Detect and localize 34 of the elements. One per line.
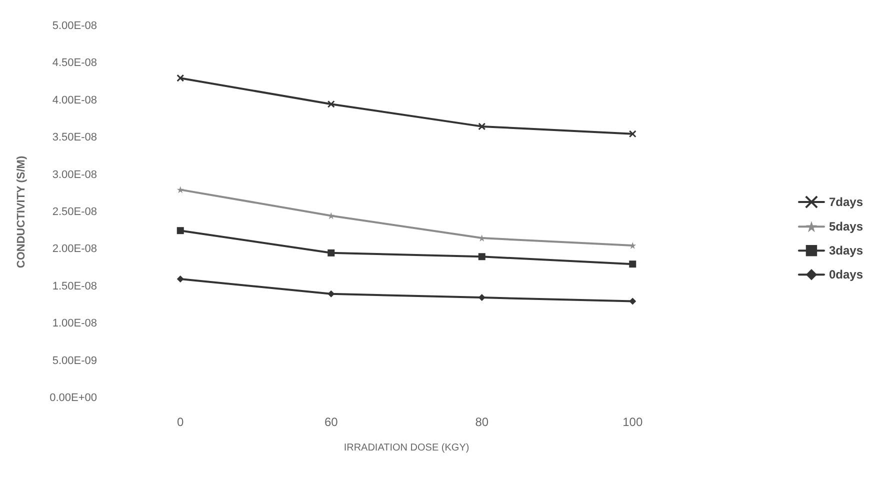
point [629,298,636,305]
y-tick-label: 5.00E-09 [52,354,97,367]
x-tick-label: 60 [324,415,338,429]
y-tick-label: 1.50E-08 [52,280,97,292]
point [176,275,184,282]
point [327,100,335,108]
point [328,249,335,256]
y-tick-label: 1.00E-08 [52,318,97,330]
point [176,186,184,194]
y-tick-label: 5.00E-08 [52,20,97,32]
point [176,74,184,82]
legend-label: 7days [828,195,864,209]
y-tick-label: 3.50E-08 [52,132,97,144]
point [628,130,636,138]
point [478,122,486,130]
legend-label: 5days [828,220,864,234]
point [176,227,184,234]
x-tick-label: 80 [475,415,489,429]
x-tick-label: 100 [622,415,643,429]
point [328,290,335,298]
legend-label: 0days [828,268,864,282]
legend-label: 3days [828,244,864,258]
y-tick-label: 2.00E-08 [52,243,97,256]
y-tick-label: 4.00E-08 [52,94,97,106]
x-tick-label: 0 [177,415,184,429]
point [478,294,486,302]
point [629,260,636,268]
y-tick-label: 3.00E-08 [52,168,97,181]
x-axis-title: IRRADIATION DOSE (KGY) [344,442,470,454]
y-tick-label: 4.50E-08 [52,57,97,70]
y-tick-label: 2.50E-08 [52,206,97,218]
y-tick-label: 0.00E+00 [50,392,97,404]
y-axis-title: CONDUCTIVITY (S/M) [16,156,28,268]
point [478,253,486,260]
